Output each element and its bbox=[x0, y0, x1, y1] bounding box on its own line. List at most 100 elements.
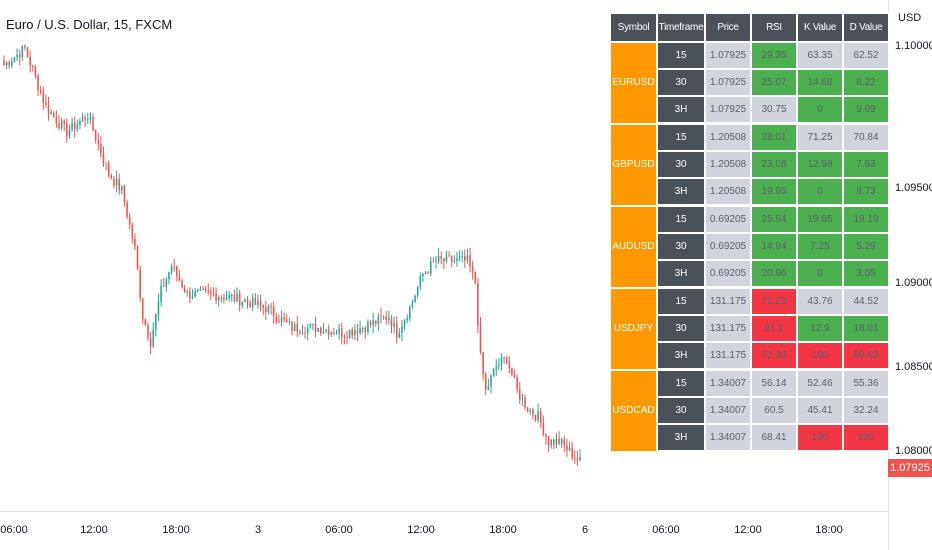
d-value-cell: 8.22 bbox=[842, 68, 890, 97]
candle-body bbox=[529, 409, 532, 412]
candle-body bbox=[168, 272, 170, 280]
rsi-cell: 56.14 bbox=[750, 368, 798, 398]
candle-body bbox=[89, 116, 92, 120]
rsi-cell: 25.94 bbox=[750, 204, 798, 234]
candle-body bbox=[52, 112, 55, 117]
table-row: AUDUSD 15 0.69205 25.94 19.85 19.19 bbox=[609, 204, 890, 289]
price-cell: 1.34007 bbox=[704, 368, 752, 398]
candle-body bbox=[94, 130, 97, 141]
k-value-cell: 12.98 bbox=[796, 150, 844, 179]
candle-body bbox=[521, 397, 524, 400]
candle-body bbox=[398, 332, 401, 338]
candle-body bbox=[380, 315, 382, 318]
candle-body bbox=[539, 411, 542, 423]
candle-body bbox=[176, 266, 178, 276]
candle-body bbox=[8, 62, 11, 66]
d-value-cell: 44.52 bbox=[842, 286, 890, 316]
candle-body bbox=[100, 144, 102, 154]
timeframe-cell: 3H bbox=[656, 95, 706, 125]
candle-body bbox=[566, 445, 568, 451]
candle-body bbox=[92, 116, 94, 131]
candle-body bbox=[225, 298, 228, 300]
d-value-cell: 89.62 bbox=[842, 341, 890, 371]
candle-body bbox=[123, 186, 126, 203]
candle-body bbox=[259, 300, 262, 306]
price-cell: 1.07925 bbox=[704, 68, 752, 97]
candle-body bbox=[60, 120, 63, 128]
candle-body bbox=[450, 256, 453, 262]
k-value-cell: 100 bbox=[796, 341, 844, 371]
candle-body bbox=[251, 297, 254, 308]
candle-body bbox=[55, 116, 58, 124]
candle-body bbox=[126, 202, 128, 218]
candle-body bbox=[84, 117, 86, 120]
candle-body bbox=[257, 300, 259, 305]
time-tick: 6 bbox=[581, 524, 589, 536]
rsi-cell: 68.41 bbox=[750, 423, 798, 453]
rsi-cell: 71.23 bbox=[750, 286, 798, 316]
price-tick: 1.10000 bbox=[895, 40, 932, 52]
candle-body bbox=[320, 327, 322, 334]
table-row: 30 131.175 81.1 12.9 18.01 bbox=[610, 314, 890, 343]
candle-body bbox=[440, 256, 443, 259]
candlestick-chart[interactable] bbox=[0, 0, 888, 511]
candle-body bbox=[210, 291, 212, 293]
candle-body bbox=[579, 457, 581, 461]
candle-body bbox=[76, 124, 79, 130]
symbol-cell: GBPUSD bbox=[609, 122, 658, 207]
candle-body bbox=[165, 279, 168, 287]
candle-body bbox=[73, 122, 76, 130]
candle-body bbox=[377, 315, 380, 324]
candle-body bbox=[343, 336, 346, 338]
price-cell: 1.34007 bbox=[704, 423, 752, 453]
candle-body bbox=[191, 297, 194, 299]
candle-body bbox=[484, 373, 487, 390]
candle-body bbox=[354, 330, 356, 336]
candle-body bbox=[272, 307, 275, 317]
candle-body bbox=[482, 352, 484, 374]
candle-body bbox=[348, 329, 351, 338]
rsi-cell: 19.95 bbox=[750, 177, 798, 207]
candle-body bbox=[301, 332, 304, 334]
k-value-cell: 12.9 bbox=[796, 314, 844, 343]
candle-body bbox=[199, 288, 202, 291]
candle-body bbox=[338, 328, 340, 334]
time-tick: 18:00 bbox=[489, 524, 517, 536]
price-tick: 1.08000 bbox=[895, 445, 932, 457]
candle-body bbox=[97, 140, 100, 145]
candle-body bbox=[113, 178, 115, 186]
candle-body bbox=[393, 322, 395, 327]
table-row: 3H 1.20508 19.95 0 9.73 bbox=[610, 177, 890, 207]
timeframe-cell: 3H bbox=[656, 259, 706, 289]
candle-body bbox=[419, 276, 422, 288]
column-header-rsi: RSI bbox=[750, 12, 798, 43]
candle-body bbox=[291, 321, 293, 331]
candle-body bbox=[293, 323, 296, 331]
candle-body bbox=[118, 178, 120, 191]
candle-body bbox=[435, 260, 437, 262]
candle-body bbox=[144, 319, 147, 326]
candle-body bbox=[335, 333, 338, 335]
time-tick: 06:00 bbox=[0, 524, 28, 536]
candle-body bbox=[79, 120, 81, 125]
candle-body bbox=[322, 331, 325, 334]
candle-body bbox=[147, 325, 149, 338]
candle-body bbox=[427, 272, 429, 274]
candle-body bbox=[141, 298, 144, 320]
candle-body bbox=[448, 255, 450, 257]
candle-body bbox=[424, 272, 427, 274]
candle-body bbox=[155, 313, 157, 330]
candle-body bbox=[3, 60, 5, 66]
candle-body bbox=[236, 293, 238, 302]
timeframe-cell: 3H bbox=[656, 423, 706, 453]
time-axis-divider bbox=[0, 511, 888, 512]
k-value-cell: 0 bbox=[796, 177, 844, 207]
d-value-cell: 5.29 bbox=[842, 232, 890, 261]
candle-body bbox=[306, 327, 309, 334]
timeframe-cell: 15 bbox=[656, 204, 706, 234]
candle-body bbox=[547, 436, 550, 446]
candle-body bbox=[249, 302, 251, 308]
candle-body bbox=[534, 414, 537, 420]
candle-body bbox=[50, 112, 52, 115]
d-value-cell: 18.01 bbox=[842, 314, 890, 343]
